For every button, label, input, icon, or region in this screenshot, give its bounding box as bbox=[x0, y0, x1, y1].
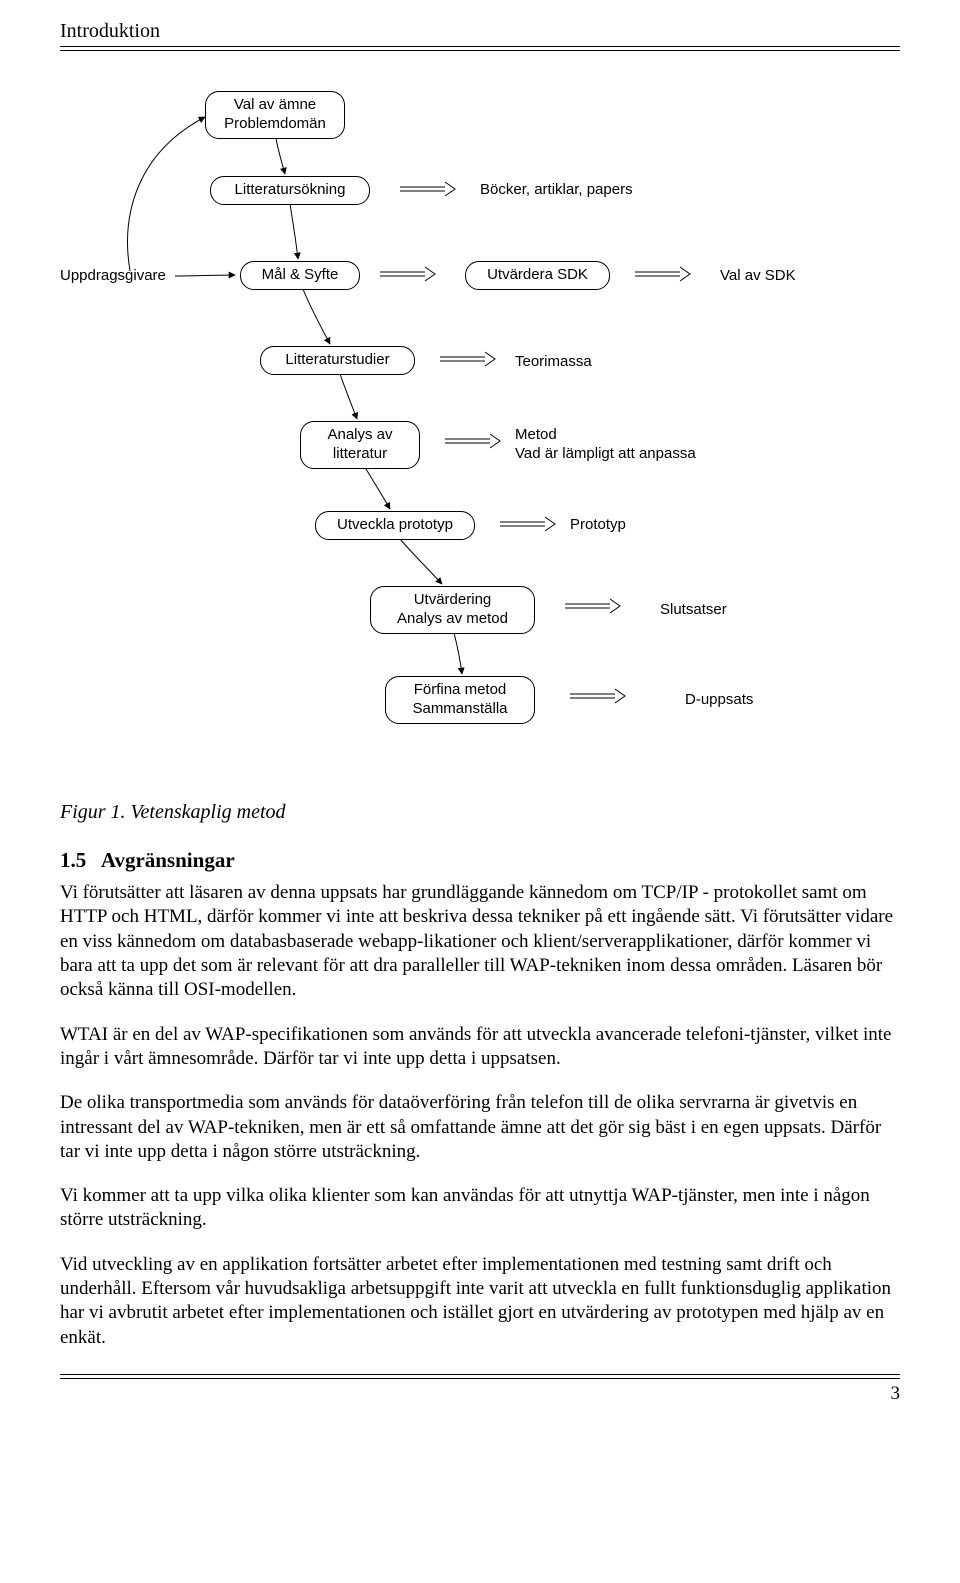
paragraph: WTAI är en del av WAP-specifikationen so… bbox=[60, 1023, 900, 1072]
flow-node: Utveckla prototyp bbox=[315, 511, 475, 540]
flow-label: Teorimassa bbox=[515, 353, 592, 372]
flow-node: UtvärderingAnalys av metod bbox=[370, 586, 535, 634]
flow-label: Böcker, artiklar, papers bbox=[480, 181, 633, 200]
flow-label: Slutsatser bbox=[660, 601, 727, 620]
paragraph: Vi förutsätter att läsaren av denna upps… bbox=[60, 881, 900, 1003]
flow-label: D-uppsats bbox=[685, 691, 753, 710]
paragraph: Vid utveckling av en applikation fortsät… bbox=[60, 1253, 900, 1350]
page-number: 3 bbox=[60, 1383, 900, 1405]
flow-node: Litteraturstudier bbox=[260, 346, 415, 375]
method-diagram: Val av ämneProblemdomän Litteratursökning… bbox=[60, 71, 900, 791]
flow-label: MetodVad är lämpligt att anpassa bbox=[515, 426, 696, 464]
flow-label: Uppdragsgivare bbox=[60, 267, 166, 286]
section-heading: 1.5 Avgränsningar bbox=[60, 848, 900, 873]
paragraph: Vi kommer att ta upp vilka olika kliente… bbox=[60, 1184, 900, 1233]
flow-node: Utvärdera SDK bbox=[465, 261, 610, 290]
flow-node: Mål & Syfte bbox=[240, 261, 360, 290]
footer-rule bbox=[60, 1374, 900, 1379]
section-title: Avgränsningar bbox=[101, 848, 235, 872]
flow-node: Val av ämneProblemdomän bbox=[205, 91, 345, 139]
paragraph: De olika transportmedia som används för … bbox=[60, 1091, 900, 1164]
section-number: 1.5 bbox=[60, 848, 86, 872]
flow-label: Prototyp bbox=[570, 516, 626, 535]
figure-caption: Figur 1. Vetenskaplig metod bbox=[60, 801, 900, 824]
page-header: Introduktion bbox=[60, 20, 900, 43]
flow-node: Analys avlitteratur bbox=[300, 421, 420, 469]
flow-node: Förfina metodSammanställa bbox=[385, 676, 535, 724]
flow-node: Litteratursökning bbox=[210, 176, 370, 205]
body-text: Vi förutsätter att läsaren av denna upps… bbox=[60, 881, 900, 1350]
header-rule bbox=[60, 46, 900, 51]
flow-label: Val av SDK bbox=[720, 267, 796, 286]
